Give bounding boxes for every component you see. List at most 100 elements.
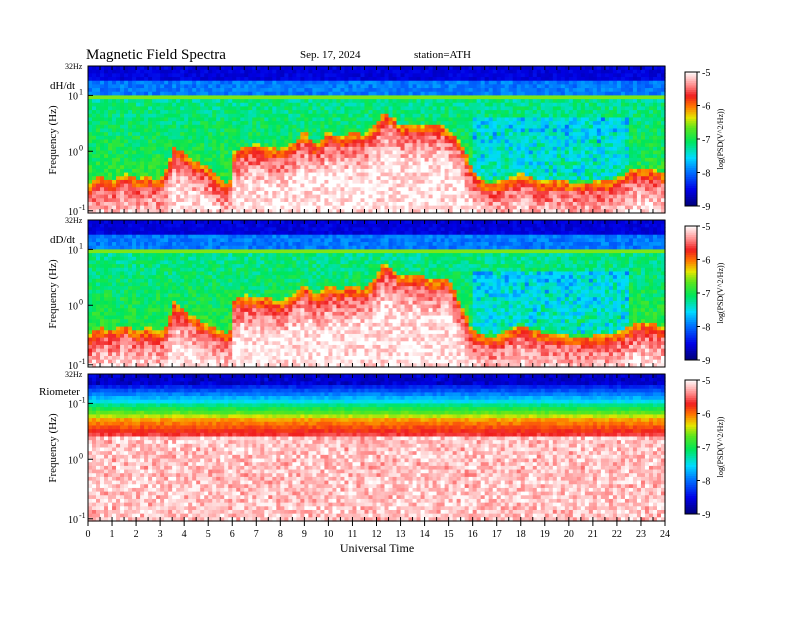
heatmap-cell bbox=[240, 124, 245, 130]
heatmap-cell bbox=[460, 135, 466, 141]
heatmap-cell bbox=[116, 84, 121, 89]
heatmap-cell bbox=[396, 146, 402, 152]
heatmap-cell bbox=[192, 135, 197, 141]
heatmap-cell bbox=[332, 113, 338, 119]
heatmap-cell bbox=[124, 143, 129, 148]
heatmap-cell bbox=[540, 205, 546, 210]
heatmap-cell bbox=[216, 198, 221, 203]
heatmap-cell bbox=[292, 117, 297, 122]
heatmap-cell bbox=[472, 165, 478, 170]
heatmap-cell bbox=[440, 139, 446, 144]
heatmap-cell bbox=[424, 135, 430, 141]
heatmap-cell bbox=[196, 194, 201, 199]
heatmap-cell bbox=[372, 176, 378, 181]
heatmap-cell bbox=[488, 146, 494, 152]
heatmap-cell bbox=[428, 91, 434, 96]
heatmap-cell bbox=[560, 190, 566, 196]
heatmap-cell bbox=[424, 201, 430, 207]
heatmap-cell bbox=[424, 77, 430, 82]
heatmap-cell bbox=[376, 128, 382, 133]
heatmap-cell bbox=[416, 73, 422, 78]
heatmap-cell bbox=[200, 198, 205, 203]
heatmap-cell bbox=[332, 176, 338, 181]
heatmap-cell bbox=[212, 84, 217, 89]
heatmap-cell bbox=[292, 172, 297, 177]
heatmap-cell bbox=[136, 84, 141, 89]
heatmap-cell bbox=[568, 106, 574, 111]
heatmap-cell bbox=[164, 146, 169, 152]
heatmap-cell bbox=[232, 99, 237, 104]
heatmap-cell bbox=[316, 106, 322, 111]
heatmap-cell bbox=[292, 132, 297, 137]
heatmap-cell bbox=[268, 150, 273, 155]
heatmap-cell bbox=[208, 113, 213, 119]
heatmap-cell bbox=[216, 201, 221, 207]
heatmap-cell bbox=[584, 157, 590, 163]
heatmap-cell bbox=[272, 135, 277, 141]
heatmap-cell bbox=[308, 110, 313, 115]
heatmap-cell bbox=[400, 201, 406, 207]
heatmap-cell bbox=[240, 132, 245, 137]
heatmap-cell bbox=[260, 168, 265, 174]
heatmap-cell bbox=[260, 110, 265, 115]
heatmap-cell bbox=[440, 150, 446, 155]
heatmap-cell bbox=[496, 157, 502, 163]
heatmap-cell bbox=[456, 205, 462, 210]
heatmap-cell bbox=[476, 139, 482, 144]
heatmap-cell bbox=[204, 124, 209, 130]
heatmap-cell bbox=[260, 117, 265, 122]
heatmap-cell bbox=[496, 106, 502, 111]
heatmap-cell bbox=[212, 99, 217, 104]
heatmap-cell bbox=[448, 161, 454, 166]
heatmap-cell bbox=[100, 165, 105, 170]
heatmap-cell bbox=[388, 143, 394, 148]
heatmap-cell bbox=[528, 88, 534, 93]
heatmap-cell bbox=[208, 128, 213, 133]
heatmap-cell bbox=[452, 187, 458, 192]
heatmap-cell bbox=[348, 124, 354, 130]
heatmap-cell bbox=[240, 168, 245, 174]
heatmap-cell bbox=[88, 88, 93, 93]
heatmap-cell bbox=[184, 84, 189, 89]
heatmap-cell bbox=[348, 154, 354, 159]
heatmap-cell bbox=[448, 69, 454, 74]
heatmap-cell bbox=[404, 201, 410, 207]
heatmap-cell bbox=[484, 117, 490, 122]
heatmap-cell bbox=[320, 146, 326, 152]
heatmap-cell bbox=[524, 66, 530, 71]
heatmap-cell bbox=[112, 117, 117, 122]
heatmap-cell bbox=[220, 73, 225, 78]
heatmap-cell bbox=[388, 176, 394, 181]
heatmap-cell bbox=[368, 205, 374, 210]
heatmap-cell bbox=[352, 176, 358, 181]
heatmap-cell bbox=[212, 176, 217, 181]
heatmap-cell bbox=[540, 157, 546, 163]
heatmap-cell bbox=[280, 157, 285, 163]
heatmap-cell bbox=[420, 132, 426, 137]
heatmap-cell bbox=[236, 99, 241, 104]
heatmap-cell bbox=[532, 110, 538, 115]
heatmap-cell bbox=[404, 150, 410, 155]
heatmap-cell bbox=[404, 69, 410, 74]
heatmap-cell bbox=[292, 91, 297, 96]
heatmap-cell bbox=[152, 172, 157, 177]
heatmap-cell bbox=[380, 84, 386, 89]
heatmap-cell bbox=[200, 172, 205, 177]
heatmap-cell bbox=[548, 179, 554, 185]
heatmap-cell bbox=[532, 209, 538, 214]
heatmap-cell bbox=[484, 146, 490, 152]
heatmap-cell bbox=[372, 91, 378, 96]
heatmap-cell bbox=[272, 157, 277, 163]
heatmap-cell bbox=[540, 190, 546, 196]
heatmap-cell bbox=[208, 124, 213, 130]
heatmap-cell bbox=[528, 84, 534, 89]
heatmap-cell bbox=[116, 110, 121, 115]
heatmap-cell bbox=[136, 194, 141, 199]
heatmap-cell bbox=[148, 150, 153, 155]
heatmap-cell bbox=[536, 157, 542, 163]
heatmap-cell bbox=[384, 95, 390, 100]
heatmap-cell bbox=[552, 102, 558, 108]
heatmap-cell bbox=[520, 113, 526, 119]
heatmap-cell bbox=[440, 66, 446, 71]
heatmap-cell bbox=[472, 132, 478, 137]
